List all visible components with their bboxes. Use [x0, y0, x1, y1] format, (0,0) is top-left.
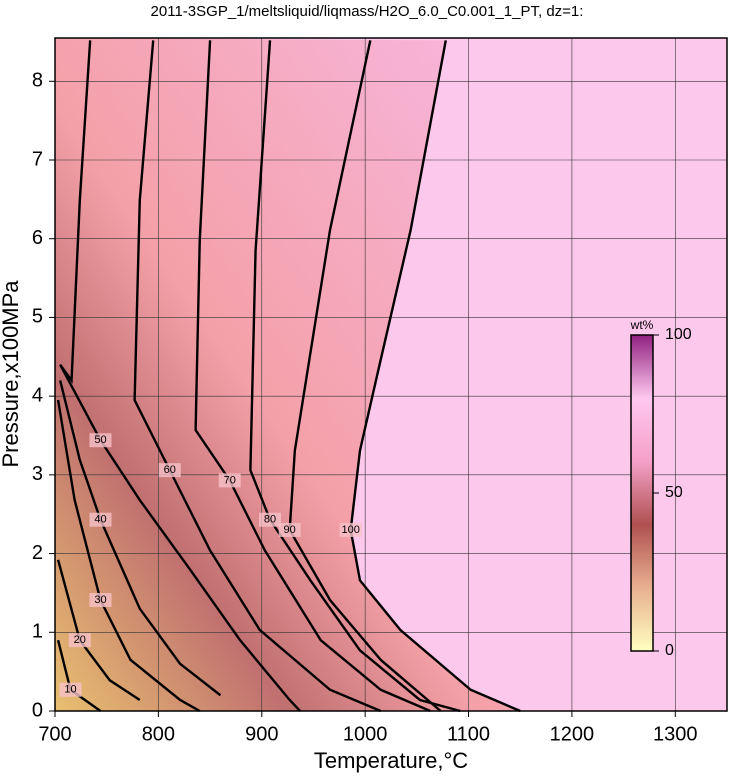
contour-line — [249, 40, 461, 713]
contour-label: 30 — [94, 594, 106, 606]
contour-label: 60 — [164, 464, 176, 476]
contour-line — [59, 40, 301, 712]
x-tick-label: 900 — [245, 723, 278, 745]
contour-label-bg — [158, 463, 181, 478]
contour-line — [59, 380, 222, 697]
y-tick-label: 3 — [32, 463, 43, 485]
contour-label: 70 — [224, 474, 236, 486]
contour-label: 20 — [74, 634, 86, 646]
contour-label: 100 — [342, 524, 360, 536]
contour-line — [133, 40, 382, 713]
y-tick-label: 7 — [32, 148, 43, 170]
y-axis-label: Pressure,x100MPa — [0, 280, 23, 468]
contour-label-bg — [278, 522, 301, 537]
x-tick-label: 1100 — [447, 723, 490, 745]
x-tick-label: 1000 — [343, 723, 388, 745]
contour-label-bg — [89, 512, 112, 527]
contour-label-bg — [218, 473, 241, 488]
colorbar-tick-label: 100 — [665, 326, 692, 343]
contour-label-bg — [89, 433, 112, 448]
y-tick-label: 5 — [32, 306, 43, 328]
colorbar — [630, 334, 654, 652]
x-tick-label: 1200 — [550, 723, 595, 745]
x-tick-label: 800 — [142, 723, 175, 745]
contour-label-bg — [59, 682, 82, 697]
x-axis-label: Temperature,°C — [314, 748, 468, 773]
colorbar-label: wt% — [630, 318, 654, 332]
contour-label-bg — [339, 522, 362, 537]
contour-label-bg — [89, 593, 112, 608]
y-tick-label: 2 — [32, 542, 43, 564]
contour-label: 40 — [94, 514, 106, 526]
plot-frame — [54, 37, 728, 712]
y-tick-label: 1 — [32, 621, 43, 643]
y-tick-label: 6 — [32, 227, 43, 249]
contour-label: 10 — [64, 684, 76, 696]
y-tick-label: 8 — [32, 70, 43, 92]
x-tick-label: 1300 — [653, 723, 698, 745]
y-tick-label: 0 — [32, 699, 43, 721]
contour-label: 90 — [284, 524, 296, 536]
contour-line — [194, 40, 431, 713]
contour-label-bg — [259, 512, 282, 527]
contour-line — [56, 559, 141, 701]
contour-label: 50 — [94, 434, 106, 446]
y-tick-label: 4 — [32, 384, 43, 406]
colorbar-tick-label: 50 — [665, 484, 683, 501]
contour-label-bg — [68, 633, 91, 648]
contour-line — [56, 399, 201, 713]
colorbar-tick-label: 0 — [665, 642, 674, 659]
chart-title: 2011-3SGP_1/meltsliquid/liqmass/H2O_6.0_… — [151, 3, 584, 20]
contour-label: 80 — [264, 514, 276, 526]
x-tick-label: 700 — [38, 723, 71, 745]
